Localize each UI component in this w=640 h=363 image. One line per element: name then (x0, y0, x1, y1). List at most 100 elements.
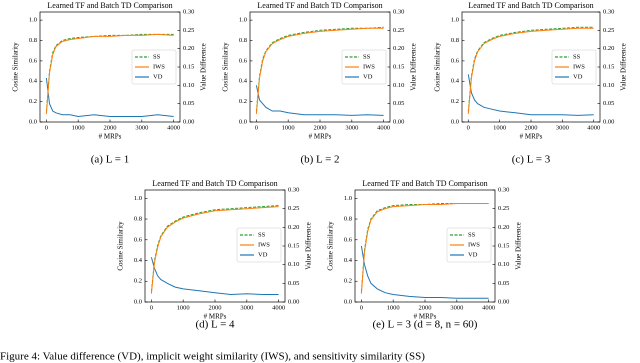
y-tick-label: 0.2 (239, 98, 247, 105)
x-axis-label: # MRPs (99, 133, 122, 141)
x-tick-label: 3000 (345, 124, 358, 131)
series-line (45, 33, 174, 114)
x-tick-label: 2000 (419, 304, 432, 311)
series-line (150, 205, 279, 292)
y2-tick-label: 0.15 (603, 63, 614, 70)
y-tick-label: 1.0 (451, 17, 459, 24)
y2-tick-label: 0.00 (183, 118, 194, 125)
chart-title: Learned TF and Batch TD Comparison (47, 1, 172, 10)
legend-box (131, 49, 177, 85)
legend-label: VD (363, 73, 373, 80)
y-tick-label: 1.0 (239, 17, 247, 24)
x-axis-label: # MRPs (414, 313, 437, 321)
y2-tick-label: 0.05 (183, 100, 194, 107)
chart: Learned TF and Batch TD Comparison (e) L … (327, 179, 523, 331)
subfigure-caption: (e) L = 3 (d = 8, n = 60) (373, 319, 478, 331)
y2-tick-label: 0.30 (603, 8, 614, 15)
legend-label: IWS (153, 63, 165, 70)
chart: Learned TF and Batch TD Comparison (b) L … (222, 1, 418, 166)
y-axis-label: Cosine Similarity (222, 42, 230, 92)
y2-axis-label: Value Difference (200, 43, 208, 90)
x-tick-label: 0 (360, 304, 363, 311)
y2-tick-label: 0.15 (183, 63, 194, 70)
series-line (255, 27, 384, 114)
x-tick-label: 2000 (314, 124, 327, 131)
y2-tick-label: 0.10 (288, 261, 299, 268)
y-tick-label: 0.6 (134, 236, 143, 243)
y2-tick-label: 0.10 (393, 82, 404, 89)
series-line (255, 85, 384, 116)
chart-title: Learned TF and Batch TD Comparison (257, 1, 382, 10)
y2-tick-label: 0.30 (183, 8, 194, 15)
y2-tick-label: 0.20 (498, 224, 509, 231)
legend-label: SS (573, 53, 581, 60)
y2-tick-label: 0.15 (288, 242, 299, 249)
legend-label: SS (363, 53, 371, 60)
x-tick-label: 4000 (377, 124, 390, 131)
x-tick-label: 3000 (135, 124, 148, 131)
y2-axis-label: Value Difference (305, 222, 313, 269)
x-tick-label: 3000 (450, 304, 463, 311)
y2-tick-label: 0.05 (498, 280, 509, 287)
y-tick-label: 0.0 (451, 118, 459, 125)
y2-tick-label: 0.30 (498, 186, 509, 193)
y-tick-label: 0.0 (344, 298, 352, 305)
y-tick-label: 0.0 (29, 118, 37, 125)
series-line (150, 257, 279, 296)
legend-box (341, 49, 387, 85)
x-tick-label: 4000 (482, 304, 495, 311)
legend-label: SS (468, 231, 476, 238)
subfigure-caption: (c) L = 3 (512, 154, 551, 166)
y-tick-label: 0.6 (344, 236, 353, 243)
y-tick-label: 0.2 (29, 98, 37, 105)
y2-axis-label: Value Difference (620, 43, 628, 90)
y-tick-label: 1.0 (344, 195, 352, 202)
chart-title: Learned TF and Batch TD Comparison (362, 179, 487, 188)
y-tick-label: 1.0 (29, 17, 37, 24)
x-tick-label: 2000 (525, 124, 538, 131)
y2-tick-label: 0.30 (393, 8, 404, 15)
y2-tick-label: 0.25 (603, 27, 614, 34)
y2-tick-label: 0.15 (498, 242, 509, 249)
series-line (360, 245, 489, 299)
x-tick-label: 0 (45, 124, 48, 131)
y-axis-label: Cosine Similarity (12, 42, 20, 92)
x-tick-label: 0 (255, 124, 258, 131)
chart: Learned TF and Batch TD Comparison (a) L … (12, 1, 208, 166)
y-tick-label: 0.6 (29, 57, 38, 64)
series-line (467, 27, 594, 114)
legend-label: IWS (573, 63, 585, 70)
x-tick-label: 0 (467, 124, 470, 131)
y2-tick-label: 0.25 (498, 205, 509, 212)
legend-box (446, 227, 492, 263)
y-tick-label: 0.4 (134, 257, 143, 264)
y2-tick-label: 0.00 (603, 118, 614, 125)
y2-tick-label: 0.00 (393, 118, 404, 125)
series-line (360, 203, 489, 294)
series-line (255, 26, 384, 112)
y2-tick-label: 0.20 (288, 224, 299, 231)
y-axis-label: Cosine Similarity (117, 221, 125, 271)
legend-label: IWS (363, 63, 375, 70)
y2-tick-label: 0.10 (183, 82, 194, 89)
legend-label: VD (468, 251, 478, 258)
series-line (467, 74, 594, 116)
chart: Learned TF and Batch TD Comparison (c) L … (434, 1, 628, 166)
y2-axis-label: Value Difference (410, 43, 418, 90)
y2-tick-label: 0.15 (393, 63, 404, 70)
x-tick-label: 0 (150, 304, 153, 311)
y-tick-label: 0.4 (344, 257, 353, 264)
chart-title: Learned TF and Batch TD Comparison (468, 1, 593, 10)
legend-box (236, 227, 282, 263)
x-tick-label: 2000 (104, 124, 117, 131)
x-axis-label: # MRPs (309, 133, 332, 141)
y-tick-label: 0.0 (134, 298, 142, 305)
y2-tick-label: 0.00 (498, 298, 509, 305)
x-tick-label: 1000 (387, 304, 400, 311)
subfigure-caption: (a) L = 1 (91, 154, 129, 166)
y2-tick-label: 0.05 (603, 100, 614, 107)
legend-box (551, 49, 597, 85)
x-tick-label: 1000 (72, 124, 85, 131)
y-tick-label: 0.2 (134, 278, 142, 285)
